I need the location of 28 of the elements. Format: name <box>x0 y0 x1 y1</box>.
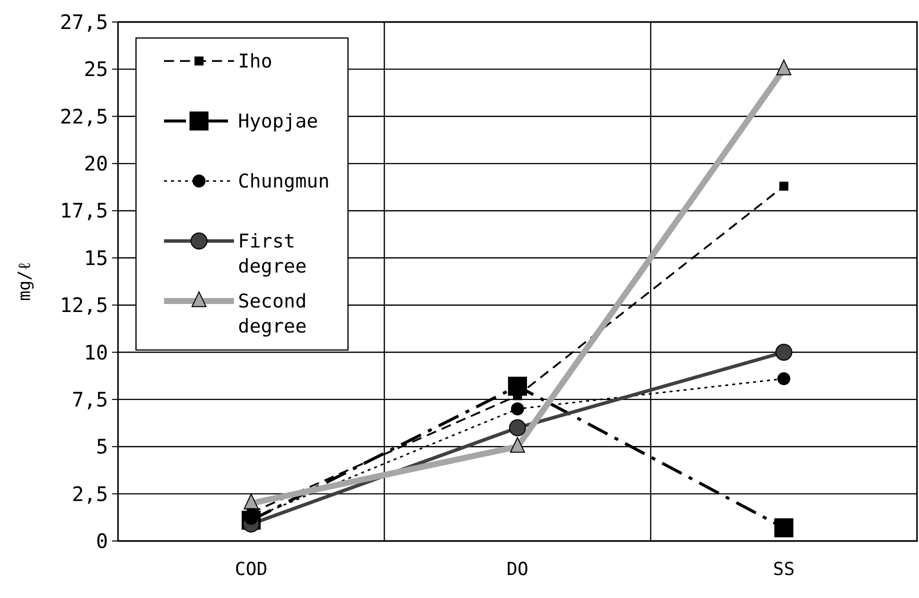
legend-label: First degree <box>238 230 307 278</box>
y-tick-label: 17,5 <box>60 198 108 223</box>
point <box>779 182 788 191</box>
x-tick-label: DO <box>506 559 528 580</box>
point <box>774 518 794 538</box>
x-tick-label: COD <box>234 559 268 580</box>
point <box>777 372 790 386</box>
y-tick-label: 15 <box>84 246 108 270</box>
y-tick-label: 27,5 <box>60 10 108 34</box>
y-tick-label: 12,5 <box>60 293 108 318</box>
legend-label: Iho <box>238 50 272 73</box>
y-tick-label: 22,5 <box>60 104 108 128</box>
legend-label: Chungmun <box>238 170 330 193</box>
point <box>776 60 792 76</box>
legend-label: Hyopjae <box>238 110 318 133</box>
y-tick-label: 20 <box>84 152 108 176</box>
point <box>775 344 792 361</box>
point <box>511 402 524 416</box>
y-axis-title: mg/ℓ <box>15 262 35 301</box>
y-tick-label: 10 <box>84 340 108 364</box>
point <box>509 419 526 436</box>
y-tick-label: 0 <box>96 529 108 553</box>
y-tick-label: 2,5 <box>72 482 108 506</box>
y-tick-label: 25 <box>84 57 108 82</box>
x-tick-label: SS <box>772 559 795 580</box>
y-tick-label: 7,5 <box>72 387 108 412</box>
legend-label: Second degree <box>238 290 307 338</box>
y-tick-label: 5 <box>96 434 108 459</box>
